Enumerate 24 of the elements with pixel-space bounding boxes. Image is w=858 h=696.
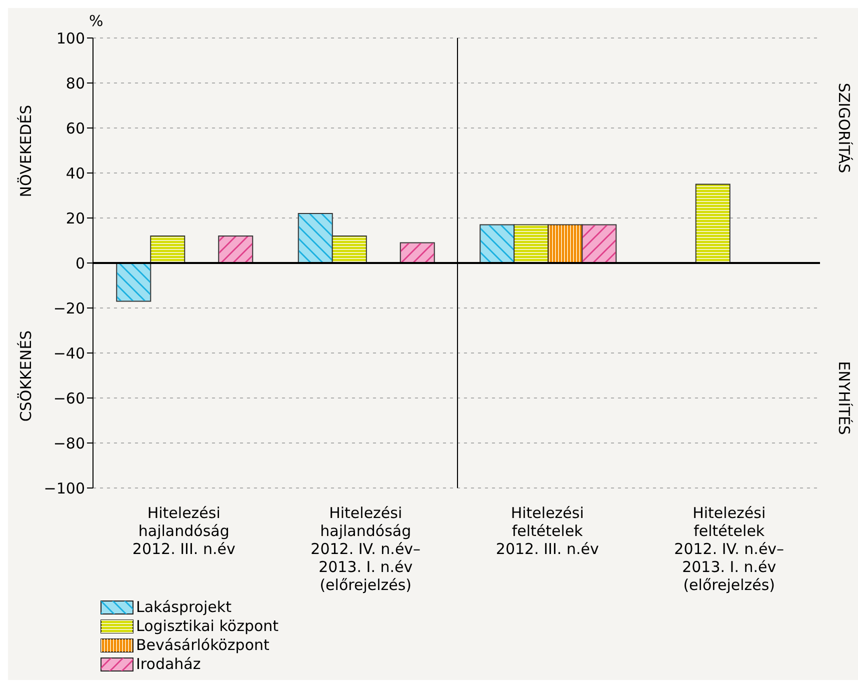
legend-label: Logisztikai központ [136,617,279,636]
text: ENYHÍTÉS [835,361,853,435]
y-tick-label: −80 [53,434,85,452]
y-tick-label: −100 [44,479,85,498]
text: NÖVEKEDÉS [17,104,35,197]
legend-label: Irodaház [136,655,201,674]
x-tick-label: Hitelezési feltételek 2012. IV. n.év– 2013. I. n.év (előrejelzés) [674,504,784,594]
y-tick-label: 60 [66,119,85,138]
y-tick-label: 100 [56,29,85,48]
x-tick-label: Hitelezési feltételek 2012. III. n.év [496,504,599,558]
y-tick-label: −60 [53,389,85,408]
y-tick-label: 20 [66,209,85,228]
y-axis-title: % [89,12,104,30]
legend-label: Bevásárlóközpont [136,636,270,655]
y-tick-label: −20 [53,299,85,318]
x-tick-label: Hitelezési hajlandóság 2012. IV. n.év– 2013. I. n.év (előrejelzés) [310,504,421,594]
legend-label: Lakásprojekt [136,598,232,617]
y-tick-label: −40 [53,344,85,362]
text: SZIGORÍTÁS [835,82,853,174]
x-tick-label: Hitelezési hajlandóság 2012. III. n.év [132,504,236,558]
text: CSÖKKENÉS [17,330,35,422]
y-tick-label: 40 [66,164,85,182]
y-tick-label: 0 [75,254,85,272]
y-tick-label: 80 [66,74,85,92]
